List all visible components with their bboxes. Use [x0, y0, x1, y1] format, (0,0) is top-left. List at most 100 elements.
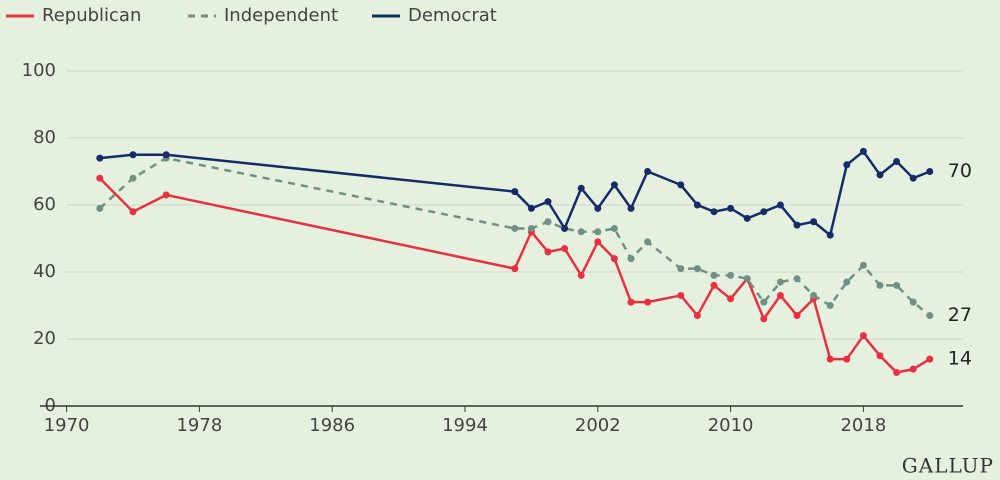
- series-line: [98, 177, 931, 374]
- point: [760, 208, 768, 216]
- x-tick-label: 1970: [44, 415, 90, 436]
- point: [627, 298, 635, 306]
- point: [909, 174, 917, 182]
- y-tick-label: 80: [33, 127, 56, 148]
- point: [577, 228, 585, 236]
- point: [96, 174, 104, 182]
- point: [743, 275, 751, 283]
- point: [893, 281, 901, 289]
- point: [826, 302, 834, 309]
- point: [776, 201, 784, 209]
- x-tick-label: 2002: [575, 415, 621, 436]
- point: [893, 157, 901, 165]
- series-line: [98, 156, 931, 317]
- point: [511, 188, 519, 196]
- x-tick-label: 1994: [442, 415, 488, 436]
- point: [96, 204, 104, 212]
- point: [710, 281, 718, 289]
- point: [727, 271, 735, 279]
- point: [610, 181, 618, 189]
- point: [129, 208, 137, 216]
- point: [527, 204, 535, 212]
- point: [893, 369, 901, 376]
- point: [876, 352, 884, 360]
- legend-label: Democrat: [408, 5, 497, 26]
- point: [96, 154, 104, 162]
- point: [793, 221, 801, 229]
- point: [793, 275, 801, 283]
- point: [511, 224, 519, 232]
- point: [627, 255, 635, 263]
- point: [710, 208, 718, 216]
- point: [760, 298, 768, 306]
- point: [594, 238, 602, 246]
- point: [843, 278, 851, 286]
- point: [859, 261, 867, 269]
- point: [527, 224, 535, 232]
- end-label: 14: [948, 348, 972, 370]
- point: [693, 201, 701, 209]
- y-tick-label: 40: [33, 261, 56, 282]
- point: [577, 271, 585, 279]
- point: [544, 198, 552, 206]
- y-tick-label: 60: [33, 194, 56, 215]
- point: [727, 204, 735, 212]
- y-tick-label: 100: [22, 60, 56, 81]
- point: [644, 238, 652, 246]
- point: [544, 218, 552, 226]
- point: [760, 315, 768, 323]
- y-tick-label: 20: [33, 328, 56, 349]
- point: [129, 174, 137, 182]
- point: [743, 214, 751, 222]
- point: [826, 355, 834, 363]
- point: [677, 291, 685, 299]
- end-label: 70: [948, 160, 972, 182]
- point: [644, 298, 652, 306]
- end-label: 27: [948, 304, 972, 326]
- point: [926, 168, 934, 175]
- point: [677, 181, 685, 189]
- point: [926, 312, 934, 320]
- series-line: [99, 149, 931, 238]
- point: [693, 312, 701, 320]
- point: [876, 171, 884, 179]
- point: [859, 147, 867, 155]
- point: [610, 255, 618, 263]
- x-tick-label: 2018: [840, 415, 886, 436]
- point: [727, 295, 735, 303]
- point: [594, 228, 602, 236]
- point: [693, 265, 701, 273]
- point: [610, 224, 618, 232]
- point: [162, 151, 170, 159]
- point: [594, 204, 602, 212]
- legend-label: Independent: [224, 5, 338, 26]
- point: [843, 161, 851, 169]
- point: [644, 168, 652, 175]
- point: [710, 271, 718, 279]
- point: [776, 278, 784, 286]
- point: [876, 281, 884, 289]
- point: [544, 248, 552, 256]
- legend-label: Republican: [42, 5, 141, 26]
- point: [776, 291, 784, 299]
- point: [909, 365, 917, 373]
- x-tick-label: 1986: [309, 415, 355, 436]
- point: [162, 191, 170, 199]
- point: [859, 332, 867, 340]
- point: [511, 265, 519, 273]
- x-tick-label: 1978: [176, 415, 222, 436]
- point: [577, 184, 585, 192]
- source: GALLUP: [902, 454, 994, 478]
- point: [843, 355, 851, 363]
- point: [926, 355, 934, 363]
- point: [909, 298, 917, 306]
- point: [129, 151, 137, 159]
- point: [561, 224, 569, 232]
- point: [810, 218, 818, 226]
- point: [561, 245, 569, 253]
- point: [677, 265, 685, 273]
- point: [826, 231, 834, 239]
- point: [793, 312, 801, 320]
- point: [810, 291, 818, 299]
